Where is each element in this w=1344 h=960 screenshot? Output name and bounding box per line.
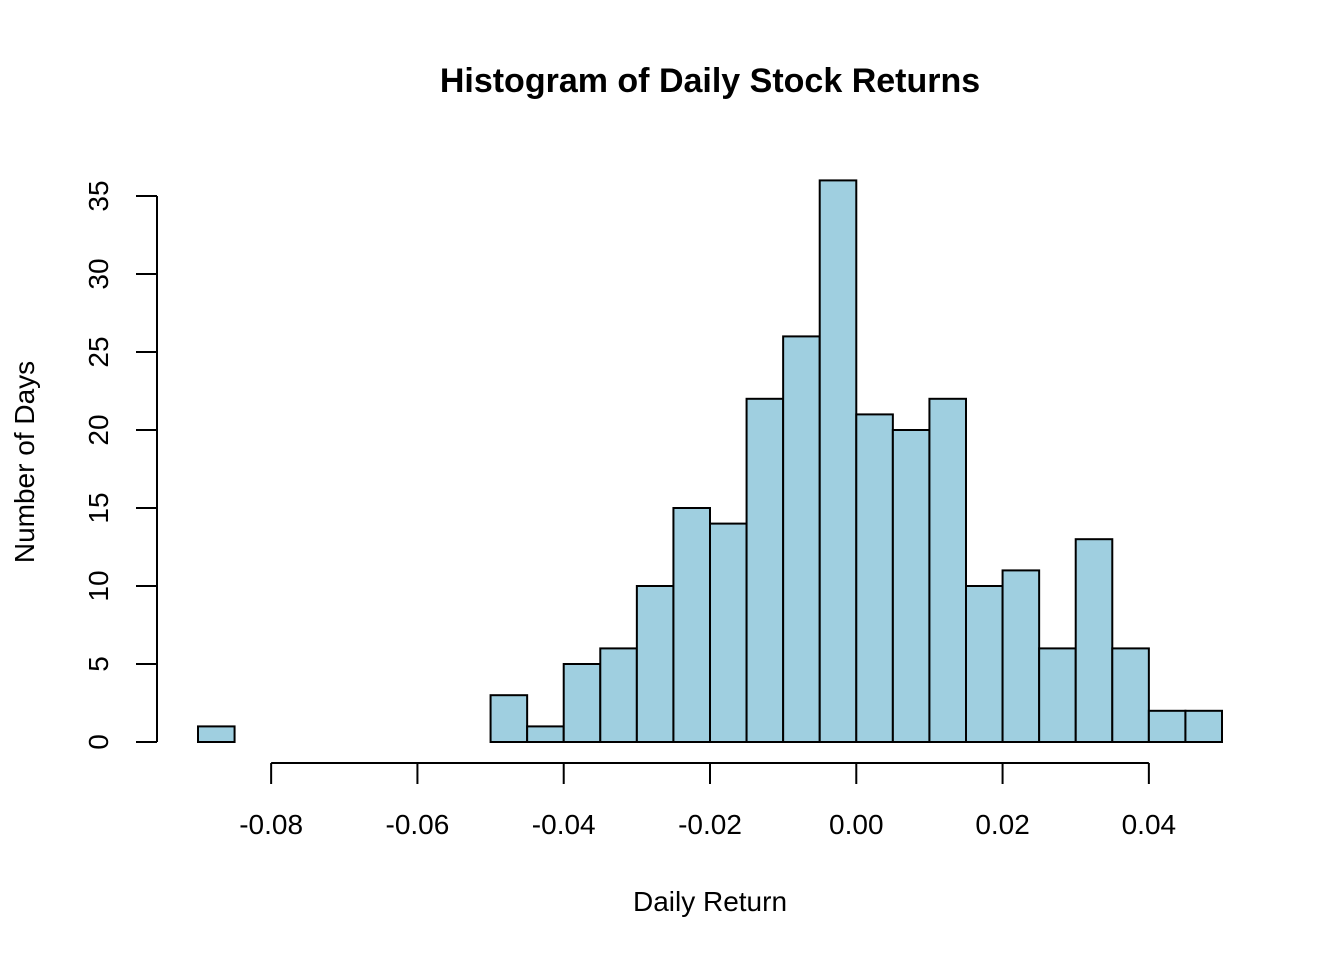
x-tick-label: 0.00 (829, 809, 884, 840)
y-tick-label: 0 (83, 734, 114, 750)
y-tick-label: 10 (83, 570, 114, 601)
chart-title: Histogram of Daily Stock Returns (440, 62, 980, 100)
histogram-bar (709, 522, 748, 743)
x-tick-label: -0.06 (386, 809, 450, 840)
y-tick-label: 25 (83, 336, 114, 367)
histogram-bar (965, 585, 1004, 743)
histogram-bar (1184, 709, 1224, 743)
histogram-bar (526, 725, 565, 744)
y-tick-label: 20 (83, 414, 114, 445)
histogram-bar (1111, 647, 1150, 744)
histogram-bar (1001, 569, 1041, 744)
histogram-bar (1074, 538, 1114, 744)
histogram-bar (928, 397, 968, 743)
histogram-bar (1038, 647, 1077, 744)
histogram-bar (818, 179, 858, 743)
x-tick-label: 0.04 (1122, 809, 1177, 840)
y-axis-title: Number of Days (9, 361, 40, 563)
x-axis: -0.08 -0.06 -0.04 -0.02 0.00 0.02 0.04 (239, 762, 1177, 840)
y-tick-label: 5 (83, 656, 114, 672)
histogram-bar (599, 647, 638, 744)
histogram-bar (489, 694, 529, 744)
x-axis-title: Daily Return (633, 886, 787, 917)
histogram-bar (635, 585, 675, 743)
histogram-bar (745, 397, 785, 743)
histogram-bar (891, 429, 931, 743)
histogram-bar (672, 507, 712, 743)
histogram-bar (197, 725, 236, 744)
x-tick-label: -0.02 (678, 809, 742, 840)
bars-group (197, 179, 1224, 744)
y-axis: 0 5 10 15 20 25 30 35 (83, 180, 158, 750)
histogram-bar (1147, 709, 1187, 743)
y-tick-label: 15 (83, 492, 114, 523)
x-tick-label: -0.04 (532, 809, 596, 840)
y-tick-label: 35 (83, 180, 114, 211)
histogram-bar (855, 413, 894, 743)
x-tick-label: -0.08 (239, 809, 303, 840)
histogram-bar (562, 663, 602, 743)
histogram-bar (782, 335, 821, 743)
y-tick-label: 30 (83, 258, 114, 289)
x-tick-label: 0.02 (975, 809, 1030, 840)
